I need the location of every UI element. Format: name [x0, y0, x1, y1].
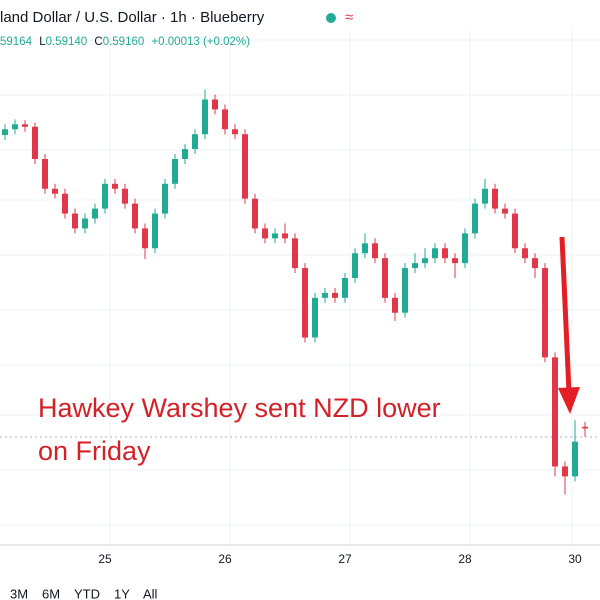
candle-body	[32, 126, 38, 160]
ohlc-line: 59164 L0.59140 C0.59160 +0.00013 (+0.02%…	[0, 36, 250, 48]
candle-body	[102, 183, 108, 209]
candle-body	[442, 248, 448, 259]
candle-body	[512, 213, 518, 249]
candle-body	[492, 188, 498, 209]
candles	[2, 89, 588, 495]
candle-body	[342, 278, 348, 298]
candle-body	[482, 188, 488, 204]
candle-body	[402, 268, 408, 313]
candle-body	[242, 134, 248, 199]
candle-body	[162, 183, 168, 214]
ohlc-change: +0.00013 (+0.02%)	[151, 36, 250, 48]
candle-body	[352, 253, 358, 279]
candle-body	[252, 198, 258, 229]
candle-body	[192, 134, 198, 150]
ohlc-open: 59164	[0, 36, 33, 48]
candle-body	[112, 183, 118, 189]
x-axis-labels: 25 26 27 28 30	[98, 552, 582, 566]
candle-body	[42, 159, 48, 189]
candle-body	[212, 99, 218, 110]
candle-body	[532, 258, 538, 269]
candle-body	[172, 159, 178, 184]
range-button[interactable]: 6M	[42, 586, 60, 600]
candle-body	[502, 208, 508, 214]
status-dot	[326, 13, 336, 23]
candle-body	[522, 248, 528, 259]
x-tick-label: 25	[98, 552, 112, 566]
annotation: Hawkey Warshey sent NZD lower	[38, 393, 441, 423]
candle-body	[272, 233, 278, 239]
candle-body	[362, 243, 368, 254]
candle-body	[582, 426, 588, 429]
candle-body	[122, 188, 128, 204]
candle-body	[562, 466, 568, 477]
range-button[interactable]: All	[143, 586, 158, 600]
candle-body	[152, 213, 158, 249]
candle-body	[422, 258, 428, 264]
candle-body	[452, 258, 458, 264]
grid	[0, 30, 600, 545]
candle-body	[62, 193, 68, 214]
range-buttons: 3M 6M YTD 1Y All	[10, 586, 158, 600]
x-tick-label: 26	[218, 552, 232, 566]
candle-body	[202, 99, 208, 135]
ohlc-label: L	[39, 36, 46, 48]
candle-body	[262, 228, 268, 239]
ohlc-close: 0.59160	[103, 36, 145, 48]
candle-body	[332, 292, 338, 298]
candle-body	[382, 258, 388, 298]
candle-body	[292, 238, 298, 269]
x-tick-label: 27	[338, 552, 352, 566]
candle-body	[12, 124, 18, 130]
arrow-head	[558, 387, 580, 414]
candle-body	[462, 233, 468, 264]
status-icon: ≈	[345, 9, 353, 26]
candle-body	[52, 188, 58, 194]
candle-body	[572, 441, 578, 477]
candle-body	[222, 109, 228, 130]
chart-title: land Dollar / U.S. Dollar · 1h · Blueber…	[0, 9, 265, 26]
candle-body	[552, 357, 558, 467]
candle-body	[542, 268, 548, 358]
ohlc-label: C	[94, 36, 102, 48]
candle-body	[22, 124, 28, 127]
candle-body	[372, 243, 378, 259]
candle-body	[72, 213, 78, 229]
candle-body	[322, 292, 328, 298]
candle-body	[412, 263, 418, 269]
arrow-shaft	[559, 236, 572, 393]
candle-body	[282, 233, 288, 239]
ohlc-low: 0.59140	[46, 36, 88, 48]
range-button[interactable]: YTD	[74, 586, 100, 600]
x-tick-label: 28	[458, 552, 472, 566]
candle-body	[132, 203, 138, 229]
candle-body	[392, 297, 398, 313]
candle-body	[142, 228, 148, 249]
candle-body	[2, 129, 8, 136]
annotation: on Friday	[38, 436, 151, 466]
candle-body	[232, 129, 238, 135]
candle-body	[302, 268, 308, 338]
candle-body	[472, 203, 478, 234]
range-button[interactable]: 1Y	[114, 586, 130, 600]
x-tick-label: 30	[568, 552, 582, 566]
candle-body	[82, 218, 88, 229]
candle-body	[312, 297, 318, 338]
range-button[interactable]: 3M	[10, 586, 28, 600]
candle-body	[92, 208, 98, 219]
candle-body	[182, 149, 188, 160]
candle-body	[432, 248, 438, 259]
